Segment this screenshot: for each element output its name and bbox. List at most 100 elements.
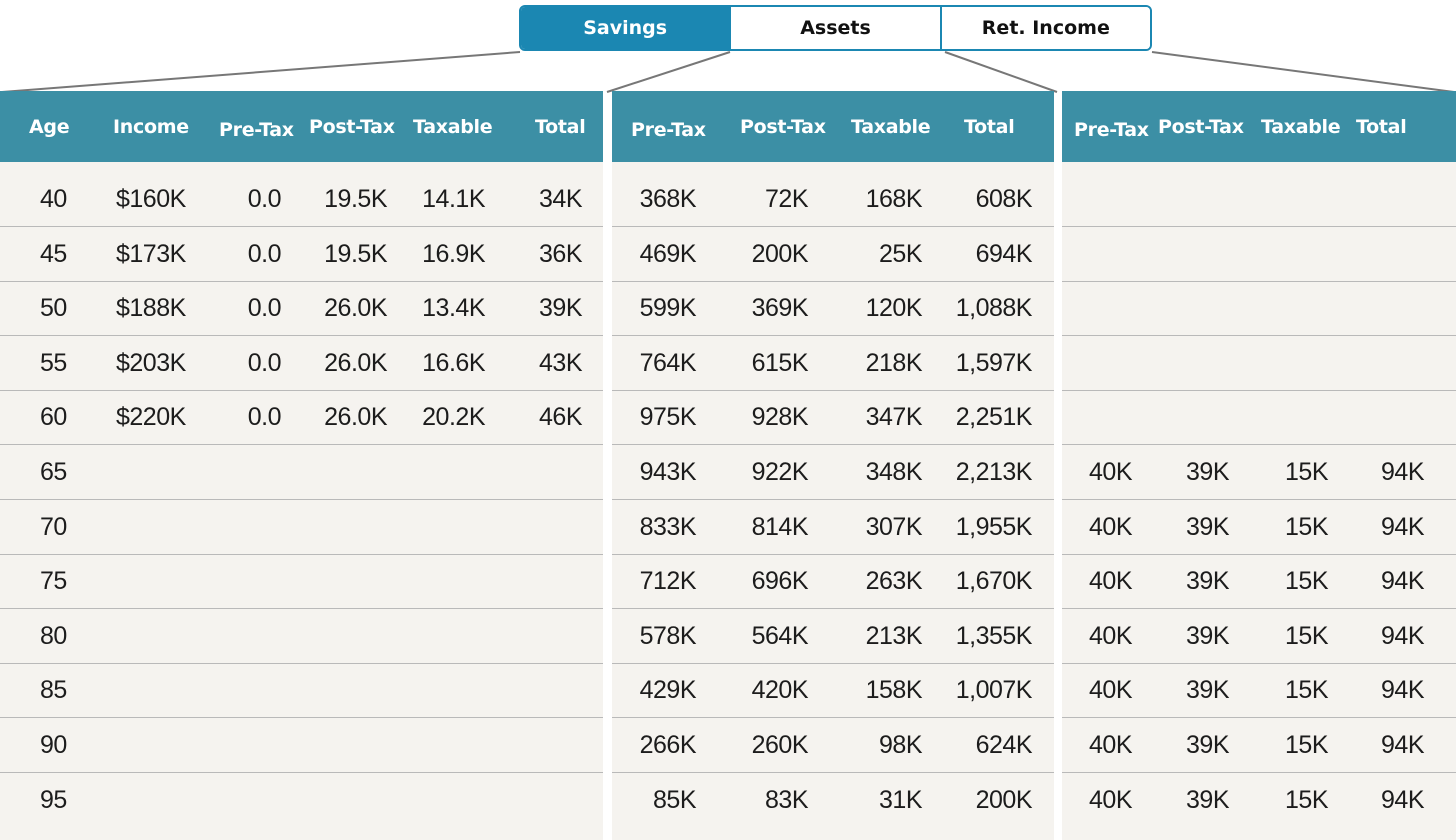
header-taxable: Taxable — [851, 115, 931, 138]
table-cell: 39K — [1186, 731, 1229, 759]
table-cell — [1167, 336, 1229, 390]
table-row: 712K 696K 263K 1,670K — [612, 554, 1054, 609]
table-cell: 16.9K — [422, 240, 485, 268]
table-cell — [1167, 172, 1229, 226]
table-row: 368K 72K 168K 608K — [612, 172, 1054, 227]
table-cell: 75 — [40, 567, 67, 595]
table-cell — [215, 445, 281, 499]
table-cell: 943K — [639, 458, 697, 486]
table-cell: 95 — [40, 786, 67, 814]
header-post-tax: Post-Tax — [740, 115, 826, 138]
ret-income-table-header: Pre-Tax Post-Tax Taxable Total — [1062, 91, 1456, 162]
table-cell: 1,597K — [955, 349, 1033, 377]
table-cell: 158K — [865, 676, 923, 704]
table-cell — [510, 773, 582, 827]
ret-income-table: Pre-Tax Post-Tax Taxable Total 40K 39K 15K 94K… — [1062, 91, 1456, 840]
table-cell: 694K — [975, 240, 1033, 268]
table-cell: 120K — [865, 294, 923, 322]
table-cell — [215, 773, 281, 827]
table-cell: 975K — [639, 403, 697, 431]
table-cell — [510, 500, 582, 554]
table-cell — [1266, 336, 1328, 390]
table-cell: 40K — [1089, 731, 1132, 759]
table-cell: 15K — [1285, 676, 1328, 704]
tab-ret-income[interactable]: Ret. Income — [939, 7, 1150, 49]
table-row: 40K 39K 15K 94K — [1062, 718, 1456, 773]
table-cell: 80 — [40, 622, 67, 650]
table-cell — [310, 445, 387, 499]
table-cell: 40K — [1089, 458, 1132, 486]
table-cell: 599K — [639, 294, 697, 322]
table-cell: 94K — [1381, 622, 1424, 650]
table-cell: 615K — [751, 349, 809, 377]
table-cell: 43K — [539, 349, 582, 377]
table-cell: 39K — [1186, 676, 1229, 704]
table-cell: 1,088K — [955, 294, 1033, 322]
table-cell — [1070, 227, 1132, 281]
header-post-tax: Post-Tax — [309, 115, 395, 138]
table-row: 975K 928K 347K 2,251K — [612, 390, 1054, 445]
table-cell: 94K — [1381, 731, 1424, 759]
table-cell: 624K — [975, 731, 1033, 759]
table-row: 75 — [0, 554, 603, 609]
table-cell: 40K — [1089, 676, 1132, 704]
table-row: 833K 814K 307K 1,955K — [612, 500, 1054, 555]
table-row: 50 $188K 0.0 26.0K 13.4K 39K — [0, 281, 603, 336]
table-cell: 369K — [751, 294, 809, 322]
table-cell: 40 — [40, 185, 67, 213]
table-cell: 213K — [865, 622, 923, 650]
table-row: 85 — [0, 663, 603, 718]
table-cell — [405, 773, 485, 827]
table-row: 469K 200K 25K 694K — [612, 227, 1054, 282]
table-cell — [510, 663, 582, 717]
header-pre-tax: Pre-Tax — [631, 118, 706, 141]
table-row: 40K 39K 15K 94K — [1062, 609, 1456, 664]
table-cell: 65 — [40, 458, 67, 486]
table-cell — [215, 609, 281, 663]
table-cell: 200K — [751, 240, 809, 268]
table-cell: 15K — [1285, 458, 1328, 486]
table-cell: $188K — [116, 294, 186, 322]
header-total: Total — [1356, 115, 1407, 138]
tab-savings[interactable]: Savings — [521, 7, 730, 49]
header-total: Total — [535, 115, 586, 138]
table-cell: 0.0 — [247, 403, 282, 431]
table-cell: 16.6K — [422, 349, 485, 377]
table-cell — [1167, 227, 1229, 281]
table-row: 40K 39K 15K 94K — [1062, 554, 1456, 609]
table-row: 65 — [0, 445, 603, 500]
table-cell: $203K — [116, 349, 186, 377]
table-cell: 266K — [639, 731, 697, 759]
table-cell: 696K — [751, 567, 809, 595]
table-row: 578K 564K 213K 1,355K — [612, 609, 1054, 664]
table-cell: 83K — [765, 786, 808, 814]
savings-table-header: Age Income Pre-Tax Post-Tax Taxable Total — [0, 91, 603, 162]
assets-table: Pre-Tax Post-Tax Taxable Total 368K 72K 168K 6… — [612, 91, 1054, 840]
table-cell: 429K — [639, 676, 697, 704]
table-row: 80 — [0, 609, 603, 664]
table-cell: 39K — [1186, 513, 1229, 541]
table-cell: 348K — [865, 458, 923, 486]
table-cell — [1070, 390, 1132, 444]
table-cell: 85 — [40, 676, 67, 704]
table-cell: 15K — [1285, 622, 1328, 650]
view-tab-bar: Savings Assets Ret. Income — [519, 5, 1152, 51]
table-cell: 2,213K — [955, 458, 1033, 486]
table-cell: 218K — [865, 349, 923, 377]
table-cell: 608K — [975, 185, 1033, 213]
table-cell — [405, 554, 485, 608]
table-cell: 420K — [751, 676, 809, 704]
table-cell: 31K — [879, 786, 922, 814]
table-cell — [1362, 227, 1424, 281]
table-cell — [116, 445, 206, 499]
table-row: 90 — [0, 718, 603, 773]
tab-assets[interactable]: Assets — [729, 7, 940, 49]
table-cell — [116, 663, 206, 717]
table-cell: 40K — [1089, 622, 1132, 650]
header-post-tax: Post-Tax — [1158, 115, 1244, 138]
table-cell: 260K — [751, 731, 809, 759]
table-cell — [116, 500, 206, 554]
table-row: 599K 369K 120K 1,088K — [612, 281, 1054, 336]
assets-table-header: Pre-Tax Post-Tax Taxable Total — [612, 91, 1054, 162]
table-cell — [510, 718, 582, 772]
